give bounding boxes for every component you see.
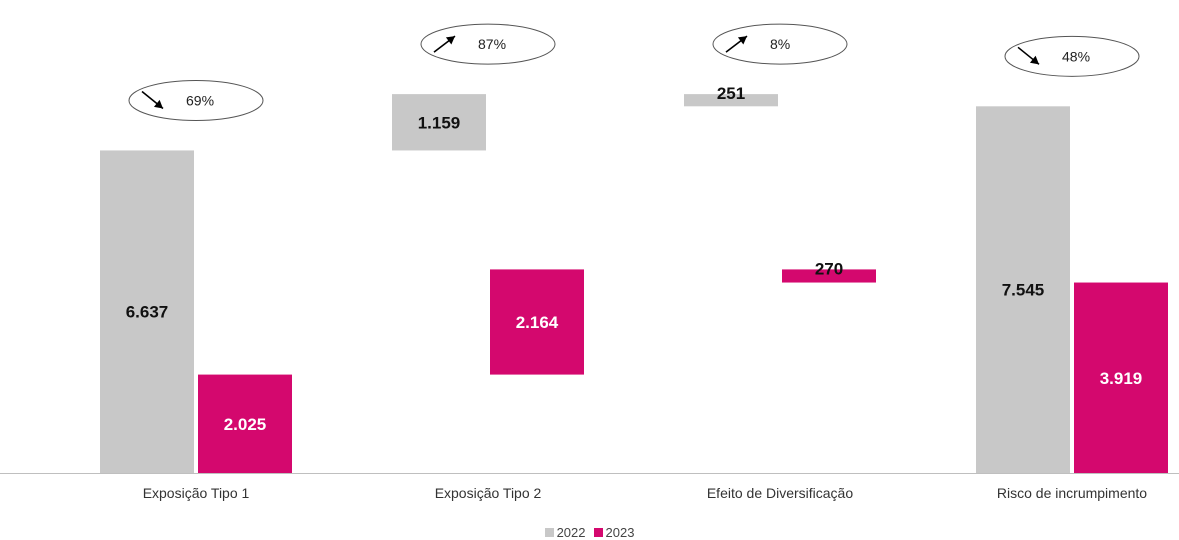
change-label-3: 8% xyxy=(770,36,790,52)
change-bubble-1 xyxy=(128,79,264,121)
bar-2022-2 xyxy=(392,94,486,151)
bar-2023-1 xyxy=(198,374,292,473)
change-label-4: 48% xyxy=(1062,48,1090,64)
change-bubble-4 xyxy=(1004,35,1140,77)
data-label-2023-1: 2.025 xyxy=(224,415,267,434)
legend-item-2022: 2022 xyxy=(544,524,586,540)
legend-label-2022: 2022 xyxy=(556,524,586,540)
data-label-2022-4: 7.545 xyxy=(1002,281,1045,300)
category-label-2: Exposição Tipo 2 xyxy=(435,485,542,501)
legend-swatch-2023 xyxy=(593,527,603,537)
arrow-head-icon xyxy=(737,36,747,45)
data-label-2023-2: 2.164 xyxy=(516,313,559,332)
bar-2022-3 xyxy=(684,94,778,107)
legend-swatch-2022 xyxy=(544,527,554,537)
waterfall-chart: 6.637 2.025 Exposição Tipo 1 1.159 2.164 Expo… xyxy=(0,23,1179,501)
legend-label-2023: 2023 xyxy=(605,524,635,540)
change-label-1: 69% xyxy=(186,92,214,108)
category-label-4: Risco de incrumpimento xyxy=(997,485,1147,501)
change-label-2: 87% xyxy=(478,36,506,52)
bar-2022-1 xyxy=(100,150,194,473)
arrow-head-icon xyxy=(153,99,163,109)
category-label-3: Efeito de Diversificação xyxy=(707,485,854,501)
change-bubble-3 xyxy=(712,23,848,65)
data-label-2022-1: 6.637 xyxy=(126,303,169,322)
bar-2022-4 xyxy=(976,106,1070,474)
legend-item-2023: 2023 xyxy=(593,524,635,540)
data-label-2022-2: 1.159 xyxy=(418,113,461,132)
bar-2023-2 xyxy=(490,269,584,375)
legend: 2022 2023 xyxy=(0,524,1179,540)
arrow-head-icon xyxy=(1029,55,1039,65)
bar-2023-4 xyxy=(1074,282,1168,473)
category-label-1: Exposição Tipo 1 xyxy=(143,485,250,501)
change-bubble-2 xyxy=(420,23,556,65)
bar-2023-3 xyxy=(782,269,876,283)
data-label-2023-3: 270 xyxy=(815,259,843,278)
arrow-head-icon xyxy=(445,36,455,45)
data-label-2023-4: 3.919 xyxy=(1100,369,1143,388)
data-label-2022-3: 251 xyxy=(717,84,745,103)
